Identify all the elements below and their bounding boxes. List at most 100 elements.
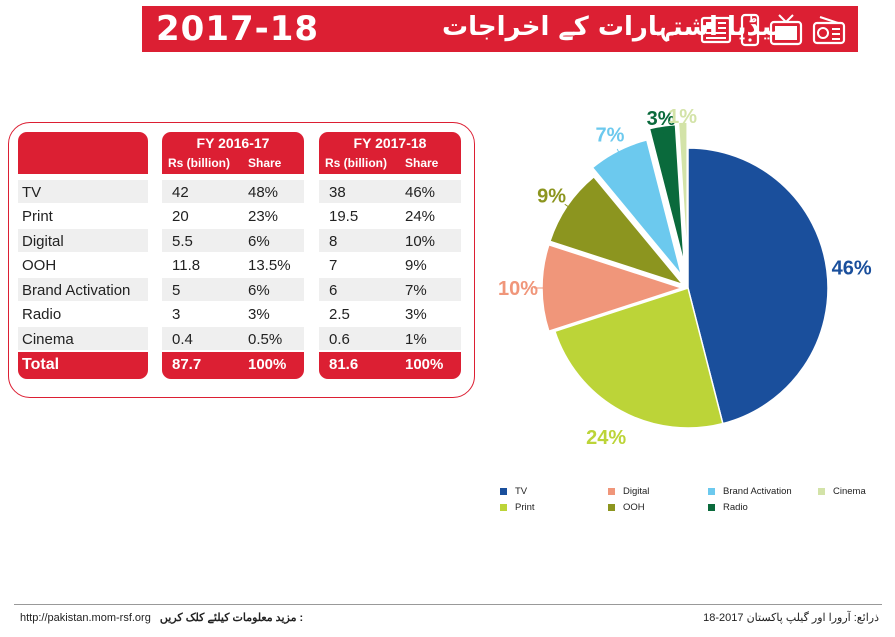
- row-label-tv: TV: [22, 184, 42, 201]
- legend-item-digital: Digital: [608, 486, 649, 497]
- fy1-header: [162, 132, 304, 174]
- fy2-rs-cinema: 0.6: [329, 331, 350, 348]
- fy1-share-tv: 48%: [248, 184, 279, 201]
- row-bg: [319, 278, 461, 301]
- row-label-cinema: Cinema: [22, 331, 74, 348]
- fy1-share-digital: 6%: [248, 233, 270, 250]
- fy2-header: [319, 132, 461, 174]
- radio-icon: [812, 16, 846, 45]
- fy1-share-print: 23%: [248, 208, 279, 225]
- title-year: 2017-18: [156, 9, 320, 49]
- row-label-radio: Radio: [22, 306, 62, 323]
- fy2-rs-digital: 8: [329, 233, 338, 250]
- fy2-title: FY 2017-18: [353, 135, 427, 151]
- legend-label: Cinema: [833, 486, 866, 497]
- title-banner: 2017-18 میڈیا اشتہارات کے اخراجات: [142, 6, 858, 52]
- row-bg: [18, 229, 148, 252]
- pie-chart-svg: 46% 24% 10% 9% 7% 3%1%: [498, 106, 872, 449]
- pie-label-brand-activation: 7%: [595, 125, 624, 147]
- footer-url[interactable]: http://pakistan.mom-rsf.org: [20, 612, 151, 624]
- fy2-rs-radio: 2.5: [329, 306, 350, 323]
- tv-icon: [769, 14, 803, 46]
- pie-slice-print: [553, 287, 724, 429]
- pie-label-tv: 46%: [832, 257, 872, 279]
- fy2-rs-ooh: 7: [329, 257, 338, 274]
- fy1-total-bg: [162, 352, 304, 379]
- pie-slice-cinema: [677, 121, 688, 263]
- legend-label: Radio: [723, 502, 748, 513]
- pie-slice-tv: [687, 147, 829, 425]
- fy2-total-share: 100%: [405, 356, 444, 373]
- row-label-ooh: OOH: [22, 257, 57, 274]
- row-bg: [162, 229, 304, 252]
- legend-swatch: [708, 488, 715, 495]
- row-bg: [162, 180, 304, 203]
- fy1-rs-ooh: 11.8: [172, 257, 201, 274]
- fy1-rs-digital: 5.5: [172, 233, 193, 250]
- row-label-print: Print: [22, 208, 53, 225]
- row-bg: [18, 180, 148, 203]
- row-bg: [18, 278, 148, 301]
- pie-label-print: 24%: [586, 427, 626, 449]
- legend-swatch: [818, 488, 825, 495]
- legend-label: Digital: [623, 486, 650, 497]
- fy1-title: FY 2016-17: [196, 135, 270, 151]
- fy1-share-ooh: 13.5%: [248, 257, 291, 274]
- legend-item-ooh: OOH: [608, 502, 645, 513]
- fy2-col-share: Share: [405, 156, 439, 170]
- legend-swatch: [500, 488, 507, 495]
- legend-swatch: [608, 504, 615, 511]
- legend-item-print: Print: [500, 502, 535, 513]
- pie-label-radio: 3%: [647, 108, 676, 130]
- row-label-brand-activation: Brand Activation: [22, 282, 131, 299]
- fy1-share-cinema: 0.5%: [248, 331, 283, 348]
- legend-label: TV: [515, 486, 528, 497]
- footer-divider: [14, 604, 882, 605]
- legend-item-cinema: Cinema: [818, 486, 866, 497]
- pie-leader-line: [662, 129, 665, 134]
- footer-source: ذرائع: آرورا اور گیلپ پاکستان 2017-18: [703, 612, 879, 624]
- pie-leader-line: [564, 203, 571, 209]
- fy2-rs-tv: 38: [329, 184, 346, 201]
- fy2-total-bg: [319, 352, 461, 379]
- fy1-rs-print: 20: [172, 208, 189, 225]
- legend-swatch: [608, 488, 615, 495]
- fy1-total-share: 100%: [248, 356, 287, 373]
- pie-slice-radio: [648, 123, 685, 265]
- legend-label: OOH: [623, 502, 645, 513]
- fy2-total-rs: 81.6: [329, 356, 359, 373]
- fy2-share-radio: 3%: [405, 306, 427, 323]
- row-bg: [319, 180, 461, 203]
- fy1-rs-brand: 5: [172, 282, 181, 299]
- fy1-rs-cinema: 0.4: [172, 331, 193, 348]
- label-total-bg: [18, 352, 148, 379]
- fy2-rs-print: 19.5: [329, 208, 359, 225]
- tablet-icon: [740, 13, 760, 47]
- fy2-share-brand: 7%: [405, 282, 427, 299]
- fy1-col-share: Share: [248, 156, 282, 170]
- legend-swatch: [708, 504, 715, 511]
- row-bg: [18, 327, 148, 350]
- fy2-share-cinema: 1%: [405, 331, 427, 348]
- fy1-total-rs: 87.7: [172, 356, 202, 373]
- media-icons: [700, 12, 846, 48]
- legend-label: Brand Activation: [723, 486, 792, 497]
- newspaper-icon: [700, 16, 732, 44]
- fy1-rs-tv: 42: [172, 184, 189, 201]
- pie-label-digital: 10%: [498, 278, 538, 300]
- fy1-share-radio: 3%: [248, 306, 270, 323]
- legend-item-radio: Radio: [708, 502, 748, 513]
- fy2-share-ooh: 9%: [405, 257, 427, 274]
- chart-legend: TV Digital Brand Activation Cinema Print…: [500, 486, 890, 520]
- label-column-header: [18, 132, 148, 174]
- fy1-share-brand: 6%: [248, 282, 270, 299]
- pie-label-cinema: 1%: [668, 106, 697, 128]
- row-bg: [319, 327, 461, 350]
- pie-label-ooh: 9%: [537, 185, 566, 207]
- footer-link-group: http://pakistan.mom-rsf.org مزید معلومات…: [20, 611, 303, 624]
- fy2-share-digital: 10%: [405, 233, 436, 250]
- fy2-share-tv: 46%: [405, 184, 436, 201]
- row-bg: [162, 327, 304, 350]
- legend-item-tv: TV: [500, 486, 527, 497]
- fy1-rs-radio: 3: [172, 306, 181, 323]
